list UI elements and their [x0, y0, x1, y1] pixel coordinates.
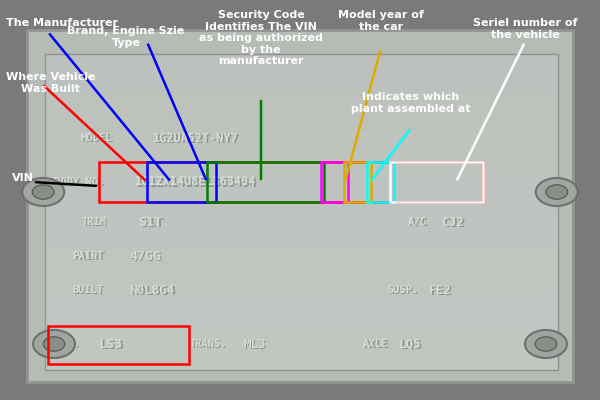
- Circle shape: [525, 330, 567, 358]
- Text: TRANS.: TRANS.: [189, 339, 227, 349]
- Text: 1G2UA52T-NY7: 1G2UA52T-NY7: [153, 132, 239, 144]
- Bar: [390, 162, 483, 202]
- Text: BODY NO.: BODY NO.: [54, 177, 104, 187]
- Text: TRIM: TRIM: [81, 217, 106, 227]
- Bar: [321, 162, 348, 202]
- Text: TRIM: TRIM: [83, 218, 108, 228]
- Circle shape: [32, 185, 54, 199]
- Text: 1G1ZX14U8EL363494: 1G1ZX14U8EL363494: [135, 176, 256, 188]
- Text: FE2: FE2: [431, 285, 454, 298]
- Text: PAINT: PAINT: [72, 251, 103, 261]
- Text: LQ5: LQ5: [401, 339, 424, 352]
- Text: 47GG: 47GG: [131, 251, 163, 264]
- Bar: [45, 251, 558, 291]
- Circle shape: [33, 330, 75, 358]
- Text: TRANS.: TRANS.: [191, 340, 229, 350]
- Text: A/C: A/C: [410, 218, 428, 228]
- Text: ML3: ML3: [245, 339, 268, 352]
- Circle shape: [535, 337, 557, 351]
- Text: AXLE: AXLE: [365, 340, 390, 350]
- Text: S1T: S1T: [138, 216, 162, 228]
- Bar: [344, 162, 371, 202]
- Text: CJ2: CJ2: [443, 217, 466, 230]
- Text: BUILT: BUILT: [74, 286, 105, 296]
- Text: MODEL: MODEL: [81, 133, 112, 143]
- Text: VIN: VIN: [12, 173, 34, 183]
- Bar: [45, 330, 558, 370]
- Bar: [45, 93, 558, 132]
- Bar: [45, 54, 558, 370]
- Text: 1G2UA52T-NY7: 1G2UA52T-NY7: [155, 133, 240, 146]
- Text: Model year of
the car: Model year of the car: [338, 10, 424, 32]
- Bar: [45, 53, 558, 93]
- Bar: [367, 162, 394, 202]
- Text: 47GG: 47GG: [129, 250, 161, 262]
- Bar: [45, 132, 558, 172]
- Text: Where Vehicle
Was Built: Where Vehicle Was Built: [6, 72, 95, 94]
- Text: ENG.: ENG.: [54, 339, 79, 349]
- Circle shape: [43, 337, 65, 351]
- Text: S1T: S1T: [140, 217, 164, 230]
- Text: The Manufacturer: The Manufacturer: [6, 18, 118, 28]
- Bar: [207, 162, 324, 202]
- Text: A/C: A/C: [408, 217, 427, 227]
- Text: ENG.: ENG.: [56, 340, 81, 350]
- Text: Indicates which
plant assembled at: Indicates which plant assembled at: [351, 92, 471, 114]
- Circle shape: [22, 178, 64, 206]
- Bar: [48, 326, 189, 364]
- Bar: [45, 172, 558, 212]
- Text: ML3: ML3: [243, 338, 265, 350]
- Bar: [27, 30, 573, 382]
- Text: SUSP.: SUSP.: [387, 285, 418, 295]
- Text: SUSP.: SUSP.: [389, 286, 420, 296]
- Bar: [147, 162, 216, 202]
- Text: LQ5: LQ5: [399, 338, 421, 350]
- Text: Seriel number of
the vehicle: Seriel number of the vehicle: [473, 18, 577, 40]
- Text: AXLE: AXLE: [363, 339, 388, 349]
- Bar: [45, 212, 558, 251]
- Text: BODY NO.: BODY NO.: [56, 178, 106, 188]
- Text: 1G1ZX14U8EL363494: 1G1ZX14U8EL363494: [137, 177, 258, 190]
- Text: LS3: LS3: [99, 338, 123, 350]
- Text: CJ2: CJ2: [441, 216, 464, 228]
- Text: MODEL: MODEL: [83, 134, 114, 144]
- Text: LS3: LS3: [101, 339, 125, 352]
- Text: PAINT: PAINT: [74, 252, 105, 262]
- Circle shape: [546, 185, 568, 199]
- Text: Brand, Engine Szie
Type: Brand, Engine Szie Type: [67, 26, 185, 48]
- Text: N0L8G4: N0L8G4: [131, 285, 176, 298]
- Text: Security Code
Identifies The VIN
as being authorized
by the
manufacturer: Security Code Identifies The VIN as bein…: [199, 10, 323, 66]
- Bar: [45, 291, 558, 330]
- Bar: [99, 162, 483, 202]
- Text: FE2: FE2: [429, 284, 452, 296]
- Text: BUILT: BUILT: [72, 285, 103, 295]
- Circle shape: [536, 178, 578, 206]
- Text: N0L8G4: N0L8G4: [129, 284, 174, 296]
